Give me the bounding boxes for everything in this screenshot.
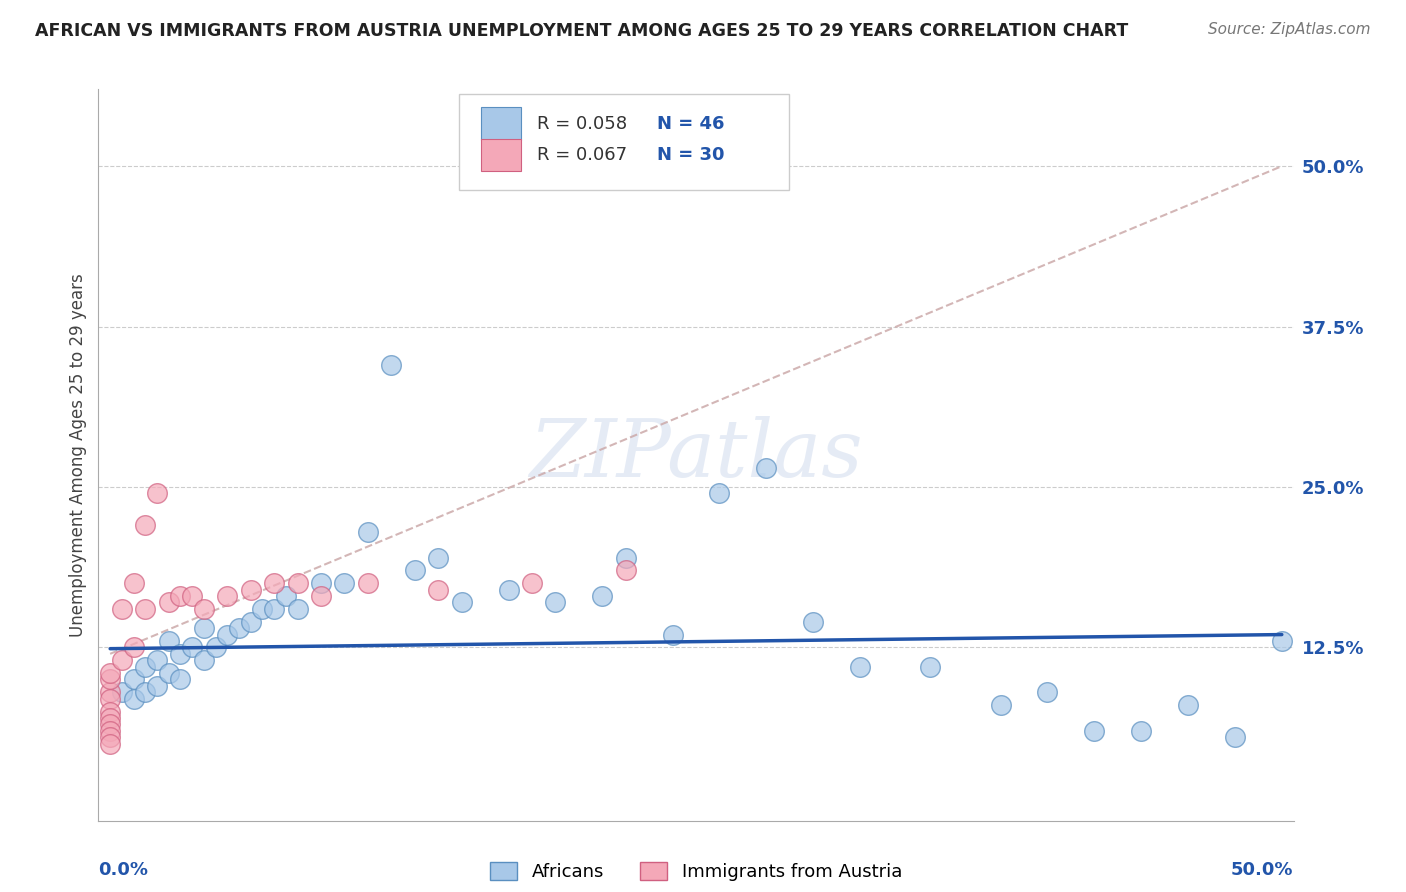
Point (849, 659, 872, 673)
Point (990, 698, 1012, 713)
Point (287, 576, 309, 591)
Point (193, 621, 215, 635)
FancyBboxPatch shape (481, 139, 522, 171)
Point (1130, 723, 1153, 738)
Point (801, 615, 824, 629)
Point (157, 634, 180, 648)
Point (111, 685, 134, 699)
Point (544, 595, 567, 609)
Point (614, 550, 637, 565)
Point (146, 653, 169, 667)
Point (1271, 634, 1294, 648)
Text: R = 0.058: R = 0.058 (537, 114, 627, 133)
Point (169, 673, 191, 687)
Point (134, 685, 156, 699)
Point (274, 589, 297, 603)
Point (1083, 723, 1105, 738)
Point (98, 705, 121, 719)
Point (122, 691, 145, 706)
Point (287, 602, 309, 616)
Point (217, 627, 239, 641)
Point (193, 602, 215, 616)
Text: N = 30: N = 30 (657, 146, 724, 164)
Point (228, 621, 250, 635)
Point (263, 576, 285, 591)
Point (169, 589, 191, 603)
Text: 50.0%: 50.0% (1232, 861, 1294, 879)
Point (157, 666, 180, 681)
Point (427, 550, 450, 565)
Point (98, 711, 121, 725)
Point (357, 576, 380, 591)
Point (498, 582, 520, 597)
Point (146, 486, 169, 500)
Point (98, 666, 121, 681)
Point (520, 576, 543, 591)
Point (98, 730, 121, 744)
Point (380, 358, 402, 372)
Point (122, 640, 145, 655)
Y-axis label: Unemployment Among Ages 25 to 29 years: Unemployment Among Ages 25 to 29 years (69, 273, 87, 637)
Point (450, 595, 472, 609)
Point (134, 518, 156, 533)
Point (709, 486, 731, 500)
Point (157, 595, 180, 609)
FancyBboxPatch shape (460, 95, 789, 190)
Point (920, 659, 942, 673)
Text: Source: ZipAtlas.com: Source: ZipAtlas.com (1208, 22, 1371, 37)
Point (98, 737, 121, 751)
Point (1036, 685, 1059, 699)
Point (98, 717, 121, 731)
Point (204, 640, 226, 655)
Point (169, 647, 191, 661)
Point (357, 524, 380, 539)
Point (1177, 698, 1199, 713)
Point (122, 673, 145, 687)
Point (591, 589, 613, 603)
Point (181, 640, 204, 655)
Point (111, 653, 134, 667)
Point (404, 563, 426, 577)
Point (661, 627, 683, 641)
Point (181, 589, 204, 603)
FancyBboxPatch shape (481, 108, 522, 140)
Point (193, 653, 215, 667)
Point (122, 576, 145, 591)
Text: ZIPatlas: ZIPatlas (529, 417, 863, 493)
Point (333, 576, 356, 591)
Point (217, 589, 239, 603)
Point (134, 602, 156, 616)
Point (239, 615, 262, 629)
Point (755, 460, 778, 475)
Point (427, 582, 450, 597)
Point (98, 685, 121, 699)
Point (111, 602, 134, 616)
Point (252, 602, 274, 616)
Point (146, 679, 169, 693)
Point (98, 691, 121, 706)
Text: AFRICAN VS IMMIGRANTS FROM AUSTRIA UNEMPLOYMENT AMONG AGES 25 TO 29 YEARS CORREL: AFRICAN VS IMMIGRANTS FROM AUSTRIA UNEMP… (35, 22, 1129, 40)
Point (98, 673, 121, 687)
Point (1223, 730, 1246, 744)
Point (239, 582, 262, 597)
Point (134, 659, 156, 673)
Point (263, 602, 285, 616)
Legend: Africans, Immigrants from Austria: Africans, Immigrants from Austria (491, 862, 901, 881)
Text: N = 46: N = 46 (657, 114, 724, 133)
Point (309, 576, 332, 591)
Point (614, 563, 637, 577)
Point (98, 723, 121, 738)
Text: R = 0.067: R = 0.067 (537, 146, 627, 164)
Text: 0.0%: 0.0% (98, 861, 149, 879)
Point (309, 589, 332, 603)
